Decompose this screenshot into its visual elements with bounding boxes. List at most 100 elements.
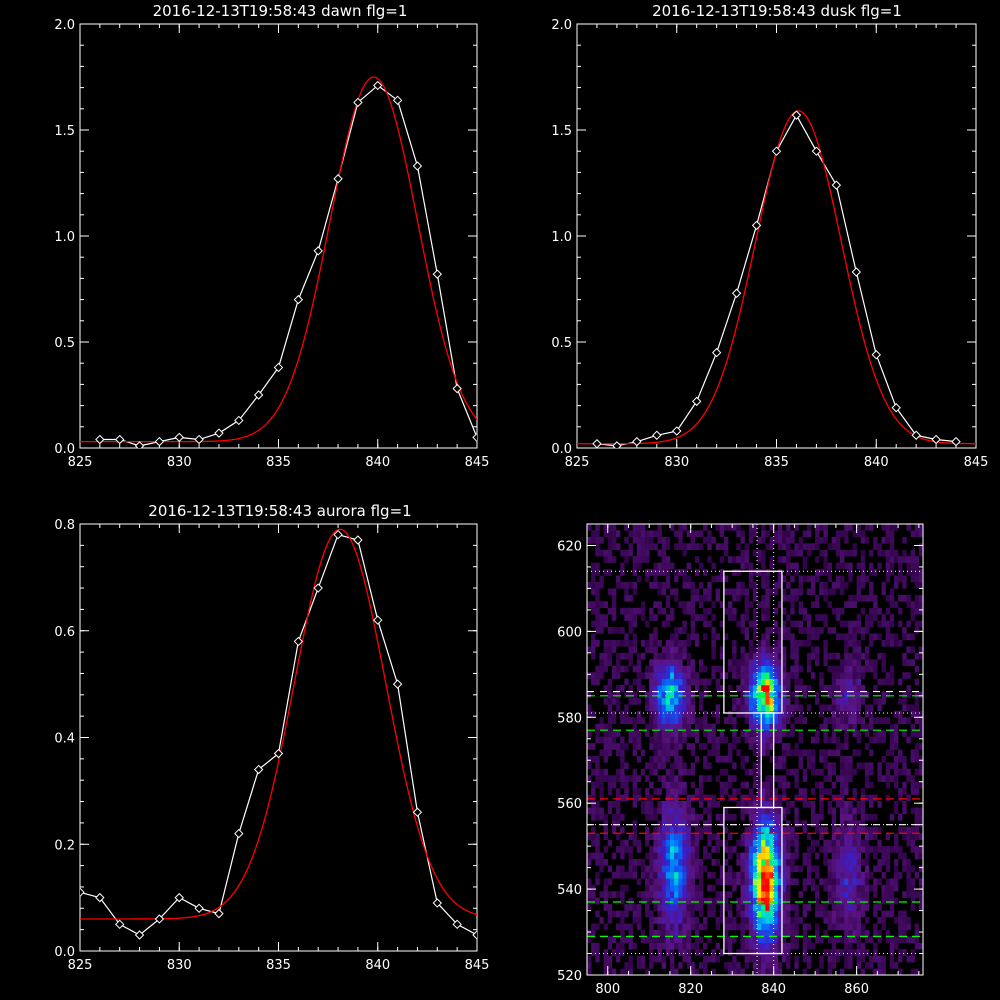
heatmap-cell [798, 620, 803, 628]
heatmap-cell [611, 646, 617, 654]
data-point [253, 390, 264, 400]
heatmap-cell [902, 730, 907, 737]
heatmap-cell [719, 871, 725, 879]
heatmap-cell [665, 659, 671, 666]
heatmap-cell [736, 620, 741, 628]
heatmap-cell [640, 601, 646, 608]
heatmap-cell [894, 524, 899, 531]
heatmap-cell [910, 949, 915, 956]
heatmap-cell [794, 672, 799, 679]
heatmap-cell [848, 865, 853, 873]
heatmap-cell [802, 936, 808, 943]
heatmap-cell [670, 607, 675, 615]
heatmap-cell [620, 968, 625, 976]
heatmap-cell [690, 807, 696, 815]
heatmap-cell [844, 775, 849, 782]
plot-frame [79, 23, 478, 449]
heatmap-cell [636, 788, 642, 795]
heatmap-cell [914, 807, 920, 815]
heatmap-cell [777, 949, 783, 956]
heatmap-cell [636, 665, 642, 673]
heatmap-cell [653, 569, 658, 576]
heatmap-cell [827, 685, 832, 692]
heatmap-cell [674, 871, 679, 879]
heatmap-cell [611, 826, 617, 834]
heatmap-cell [815, 575, 820, 583]
heatmap-cell [840, 575, 845, 583]
heatmap-cell [811, 846, 816, 853]
heatmap-cell [624, 536, 629, 544]
heatmap-cell [765, 846, 770, 853]
heatmap-cell [869, 962, 874, 969]
heatmap-cell [636, 685, 642, 692]
heatmap-cell [640, 549, 646, 557]
y-tick-label: 540 [557, 883, 582, 898]
heatmap-cell [703, 826, 708, 834]
heatmap-cell [752, 929, 758, 937]
heatmap-cell [881, 665, 886, 673]
heatmap-cell [715, 665, 720, 673]
heatmap-cell [777, 672, 783, 679]
heatmap-cell [840, 917, 845, 924]
heatmap-cell [873, 910, 878, 918]
heatmap-cell [595, 678, 600, 686]
heatmap-cell [831, 717, 837, 724]
heatmap-cell [636, 710, 642, 718]
heatmap-cell [603, 846, 608, 853]
heatmap-cell [860, 871, 866, 879]
heatmap-cell [678, 743, 683, 750]
heatmap-cell [607, 968, 613, 976]
heatmap-cell [844, 852, 849, 860]
heatmap-cell [723, 633, 729, 641]
heatmap-cell [844, 891, 849, 898]
x-tick-label: 835 [266, 958, 291, 973]
heatmap-cell [670, 646, 675, 654]
heatmap-cell [918, 755, 924, 763]
heatmap-cell [761, 575, 766, 583]
heatmap-cell [885, 865, 891, 873]
heatmap-cell [624, 691, 629, 699]
heatmap-cell [748, 852, 754, 860]
heatmap-cell [653, 749, 658, 757]
data-point [353, 97, 363, 108]
heatmap-cell [786, 536, 791, 544]
heatmap-cell [769, 910, 774, 918]
heatmap-cell [761, 917, 766, 924]
heatmap-cell [898, 607, 903, 615]
heatmap-cell [703, 755, 708, 763]
heatmap-cell [711, 833, 716, 840]
heatmap-cell [699, 582, 704, 589]
heatmap-cell [665, 923, 671, 931]
heatmap-cell [740, 833, 745, 840]
heatmap-cell [840, 923, 845, 931]
heatmap-cell [595, 723, 600, 731]
heatmap-cell [782, 949, 787, 956]
data-point [373, 615, 383, 625]
heatmap-cell [761, 743, 766, 750]
heatmap-cell [885, 607, 891, 615]
heatmap-cell [699, 698, 704, 705]
heatmap-cell [665, 672, 671, 679]
heatmap-cell [640, 652, 646, 660]
heatmap-cell [864, 917, 870, 924]
heatmap-cell [773, 652, 779, 660]
heatmap-cell [831, 762, 837, 770]
heatmap-cell [616, 685, 621, 692]
heatmap-cell [678, 962, 683, 969]
heatmap-cell [815, 826, 820, 834]
heatmap-cell [699, 594, 704, 602]
heatmap-cell [649, 891, 654, 898]
heatmap-cell [699, 962, 704, 969]
heatmap-cell [769, 723, 774, 731]
heatmap-cell [674, 801, 679, 808]
heatmap-cell [831, 672, 837, 679]
heatmap-cell [740, 878, 745, 886]
heatmap-cell [694, 968, 700, 976]
heatmap-cell [653, 685, 658, 692]
heatmap-cell [761, 801, 766, 808]
heatmap-cell [628, 904, 633, 911]
heatmap-cell [790, 530, 795, 538]
heatmap-cell [761, 942, 766, 950]
heatmap-cell [699, 859, 704, 866]
heatmap-cell [736, 685, 741, 692]
